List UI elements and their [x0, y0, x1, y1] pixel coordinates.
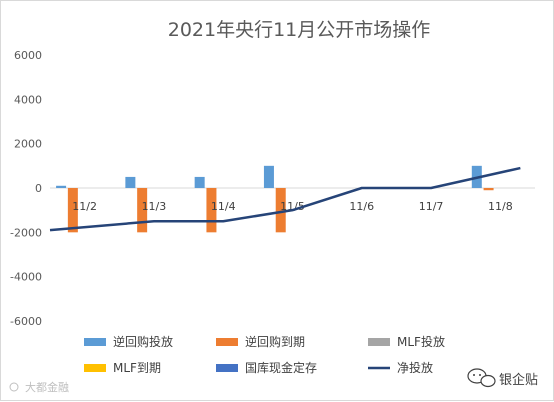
- y-tick-label: 0: [35, 182, 42, 195]
- x-tick-label: 11/8: [488, 200, 513, 213]
- brand-text: 银企贴: [499, 372, 538, 388]
- chat-bubble-icon: [467, 368, 496, 388]
- legend-label: MLF到期: [113, 361, 161, 375]
- x-tick-label: 11/5: [280, 200, 305, 213]
- legend-swatch: [216, 364, 238, 372]
- x-tick-label: 11/3: [142, 200, 167, 213]
- bar: [125, 176, 136, 188]
- y-tick-label: 2000: [14, 138, 42, 151]
- x-tick-label: 11/2: [72, 200, 97, 213]
- bar: [56, 185, 67, 188]
- legend-swatch: [84, 364, 106, 372]
- series-line: [49, 166, 521, 232]
- legend-label: 国库现金定存: [245, 360, 317, 375]
- watermark: 大都金融: [9, 380, 69, 394]
- net-injection-line: [49, 166, 521, 232]
- x-axis-ticks: 11/2 11/3 11/4 11/5 11/6 11/7 11/8: [72, 200, 512, 213]
- y-tick-label: 4000: [14, 93, 42, 106]
- x-tick-label: 11/6: [349, 200, 374, 213]
- legend-swatch: [216, 338, 238, 346]
- y-tick-label: -2000: [10, 226, 42, 239]
- x-tick-label: 11/4: [211, 200, 236, 213]
- y-tick-label: -4000: [10, 271, 42, 284]
- bar: [194, 176, 205, 188]
- watermark-icon: [9, 382, 19, 392]
- legend: 逆回购投放 逆回购到期 MLF投放 MLF到期 国库现金定存 净投放: [84, 334, 445, 375]
- bar: [275, 188, 286, 233]
- legend-swatch: [368, 338, 390, 346]
- bar: [137, 188, 148, 233]
- brand: 银企贴: [467, 368, 538, 388]
- watermark-text: 大都金融: [25, 380, 69, 394]
- bar: [263, 165, 274, 188]
- y-axis-ticks: 6000 4000 2000 0 -2000 -4000 -6000: [10, 49, 42, 328]
- bar: [67, 188, 78, 233]
- y-tick-label: -6000: [10, 315, 42, 328]
- chart-title: 2021年央行11月公开市场操作: [168, 19, 431, 41]
- legend-label: 逆回购到期: [245, 334, 305, 349]
- x-tick-label: 11/7: [419, 200, 444, 213]
- y-tick-label: 6000: [14, 49, 42, 62]
- bar: [483, 188, 494, 191]
- legend-label: MLF投放: [397, 334, 445, 349]
- bar: [206, 188, 217, 233]
- legend-label: 净投放: [397, 360, 433, 375]
- legend-swatch: [84, 338, 106, 346]
- legend-label: 逆回购投放: [113, 334, 173, 349]
